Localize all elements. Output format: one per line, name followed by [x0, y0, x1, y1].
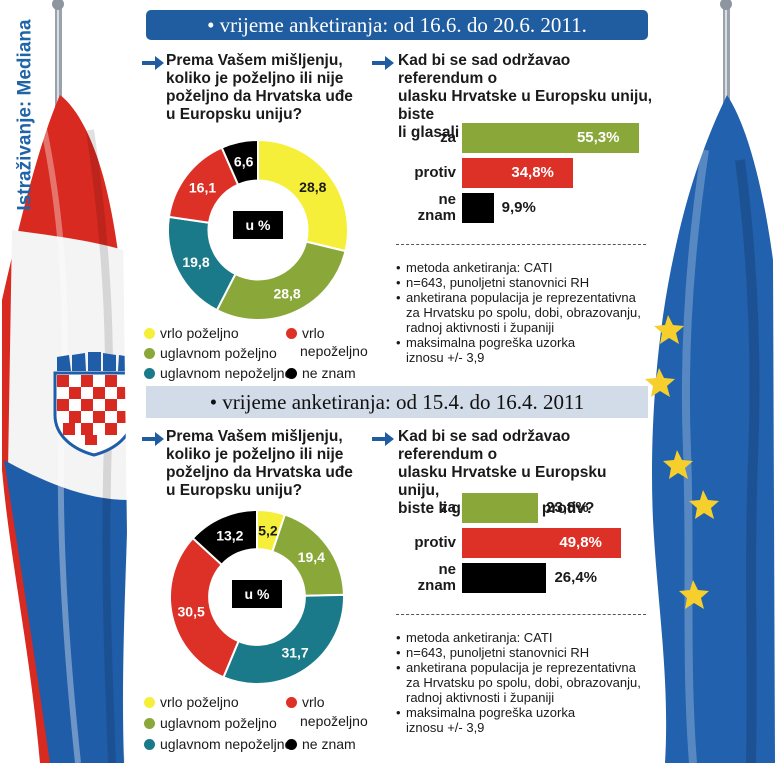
- legend-vrlo-pozeljno: vrlo poželjno: [144, 325, 239, 341]
- eu-stars: [645, 315, 719, 609]
- flag-blue-stripe: [4, 460, 128, 763]
- bar-value-label: 9,9%: [501, 199, 536, 216]
- bar-category-label: za: [440, 499, 456, 516]
- donut-slice-ne-znam: [220, 138, 259, 187]
- donut-slice-uglavnom-poželjno: [215, 240, 347, 321]
- legend-swatch: [144, 696, 155, 708]
- donut-slice-label: 16,1: [189, 180, 216, 196]
- bar-value-label: 26,4%: [554, 569, 598, 586]
- legend-uglavnom-nepozeljno: uglavnom nepoželjno: [144, 365, 292, 381]
- donut-unit-label: u %: [232, 580, 282, 608]
- arrow-right-icon: [372, 56, 394, 70]
- legend-swatch: [144, 738, 155, 750]
- survey1-donut-chart: 28,8 28,8 19,8 16,1 6,6: [167, 138, 349, 321]
- survey-period-banner-1: • vrijeme anketiranja: od 16.6. do 20.6.…: [146, 10, 648, 40]
- legend-swatch: [144, 367, 155, 379]
- croatian-flag-illustration: [2, 0, 160, 763]
- croatian-coat-of-arms: [53, 352, 135, 457]
- legend-uglavnom-pozeljno: uglavnom poželjno: [144, 345, 277, 361]
- legend-vrlo-nepozeljno: vrlo: [286, 325, 325, 341]
- legend-uglavnom-nepozeljno: uglavnom nepoželjno: [144, 736, 292, 752]
- legend-ne-znam: ne znam: [286, 736, 356, 752]
- bar-za: [462, 493, 539, 523]
- donut-slice-vrlo-nepoželjno: [169, 536, 240, 679]
- survey2-question-desirability: Prema Vašem mišljenju, koliko je poželjno…: [166, 428, 353, 499]
- divider: [396, 244, 646, 245]
- survey-period-banner-2: • vrijeme anketiranja: od 15.4. do 16.4.…: [146, 386, 648, 418]
- bar-ne-znam: [462, 193, 494, 223]
- survey2-donut-chart: 5,2 19,4 31,7 30,5 13,2: [169, 508, 345, 685]
- survey1-methodology-notes: metoda anketiranja: CATI n=643, punoljet…: [396, 260, 656, 365]
- donut-slice-label: 19,4: [298, 549, 325, 565]
- legend-swatch: [144, 327, 155, 339]
- survey2-methodology-notes: metoda anketiranja: CATI n=643, punoljet…: [396, 630, 656, 735]
- legend-swatch: [286, 327, 297, 339]
- donut-slice-label: 13,2: [216, 527, 243, 543]
- donut-slice-label: 31,7: [281, 645, 308, 661]
- eu-flag-cloth: [651, 95, 775, 763]
- legend-ne-znam: ne znam: [286, 365, 356, 381]
- survey1-question-desirability: Prema Vašem mišljenju, koliko je poželjno…: [166, 52, 353, 123]
- donut-slice-label: 30,5: [178, 604, 205, 620]
- bar-protiv: [462, 158, 574, 188]
- divider: [396, 614, 646, 615]
- source-label: Istraživanje: Mediana: [15, 19, 36, 211]
- donut-slice-label: 28,8: [299, 179, 326, 195]
- bar-ne-znam: [462, 563, 547, 593]
- donut-slice-label: 28,8: [273, 285, 300, 301]
- legend-vrlo-pozeljno: vrlo poželjno: [144, 694, 239, 710]
- bar-value-label: 23,8%: [546, 499, 589, 516]
- arrow-right-icon: [142, 432, 164, 446]
- legend-uglavnom-pozeljno: uglavnom poželjno: [144, 715, 277, 731]
- legend-vrlo-nepozeljno-line2: nepoželjno: [300, 713, 368, 729]
- legend-swatch: [286, 696, 297, 708]
- legend-swatch: [144, 717, 155, 729]
- bar-category-label: ne znam: [417, 191, 456, 224]
- legend-vrlo-nepozeljno-line2: nepoželjno: [300, 343, 368, 359]
- bar-protiv: [462, 528, 622, 558]
- bar-category-label: ne znam: [417, 561, 456, 594]
- donut-slice-label: 6,6: [234, 154, 254, 170]
- eu-flag-illustration: [645, 0, 775, 763]
- donut-slice-uglavnom-nepoželjno: [222, 593, 345, 685]
- arrow-right-icon: [372, 432, 394, 446]
- bar-value-label: 49,8%: [559, 534, 602, 551]
- bar-za: [462, 123, 639, 153]
- donut-slice-vrlo-poželjno: [257, 138, 349, 253]
- donut-slice-label: 19,8: [182, 254, 209, 270]
- legend-vrlo-nepozeljno: vrlo: [286, 694, 325, 710]
- donut-slice-ne-znam: [191, 508, 258, 567]
- donut-unit-label: u %: [233, 211, 283, 239]
- donut-slice-label: 5,2: [258, 522, 278, 538]
- bar-category-label: protiv: [414, 164, 456, 181]
- bar-value-label: 34,8%: [511, 164, 554, 181]
- arrow-right-icon: [142, 56, 164, 70]
- bar-value-label: 55,3%: [576, 129, 620, 146]
- bar-category-label: protiv: [414, 534, 456, 551]
- legend-swatch: [286, 738, 297, 750]
- legend-swatch: [286, 367, 297, 379]
- bar-category-label: za: [440, 129, 456, 146]
- legend-swatch: [144, 347, 155, 359]
